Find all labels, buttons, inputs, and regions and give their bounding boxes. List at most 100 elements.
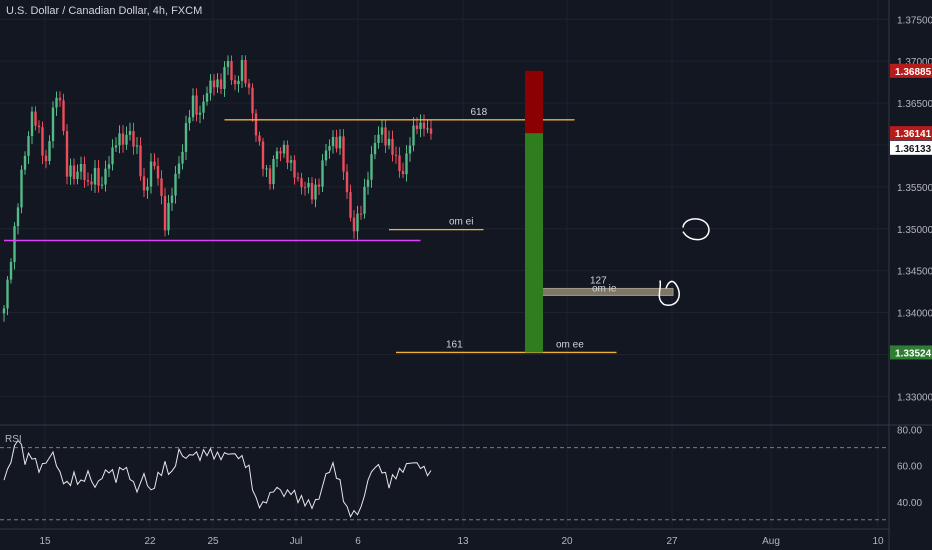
candle-body bbox=[146, 186, 149, 191]
candle-body bbox=[93, 167, 97, 185]
candle-body bbox=[114, 145, 118, 148]
time-tick-label: 27 bbox=[666, 536, 678, 547]
candle-body bbox=[212, 80, 216, 88]
candle-body bbox=[20, 169, 23, 208]
candle-body bbox=[387, 138, 391, 146]
candle-body bbox=[412, 125, 415, 146]
candle-body bbox=[2, 308, 6, 314]
candle-body bbox=[275, 151, 279, 160]
candle-body bbox=[282, 144, 286, 154]
candle-body bbox=[205, 93, 209, 102]
candle-body bbox=[170, 195, 174, 203]
candle-body bbox=[310, 182, 314, 200]
candle-body bbox=[296, 177, 300, 179]
price-tag bbox=[890, 126, 932, 141]
price-tag bbox=[890, 345, 932, 360]
time-tick-label: Aug bbox=[762, 536, 780, 547]
candle-body bbox=[132, 131, 135, 147]
candle-body bbox=[359, 213, 363, 215]
candle-body bbox=[181, 151, 184, 164]
candle-body bbox=[328, 146, 331, 151]
candle-body bbox=[331, 136, 335, 147]
candle-body bbox=[233, 80, 237, 85]
candle-body bbox=[125, 134, 128, 145]
rsi-label: RSI bbox=[5, 434, 22, 445]
time-tick-label: 15 bbox=[39, 536, 51, 547]
candle-body bbox=[79, 164, 83, 172]
price-tick-label: 1.34000 bbox=[897, 309, 932, 320]
candle-body bbox=[90, 181, 93, 185]
candle-body bbox=[216, 79, 219, 88]
candle-body bbox=[153, 161, 156, 166]
candle-body bbox=[366, 179, 370, 187]
candle-body bbox=[237, 80, 240, 85]
candle-body bbox=[195, 95, 198, 115]
candle-body bbox=[254, 113, 258, 136]
candle-body bbox=[422, 122, 426, 129]
candle-body bbox=[51, 107, 55, 142]
candle-body bbox=[55, 97, 58, 108]
om-ei-label: om ei bbox=[449, 217, 473, 228]
candle-body bbox=[349, 192, 352, 218]
position-target-zone[interactable] bbox=[525, 133, 543, 353]
position-stop-zone[interactable] bbox=[525, 70, 543, 134]
candle-body bbox=[149, 161, 153, 187]
candle-body bbox=[58, 97, 62, 101]
fib-127-band-label: 127 bbox=[590, 275, 607, 286]
candle-body bbox=[426, 128, 429, 130]
rsi-tick-label: 60.00 bbox=[897, 462, 922, 473]
candle-body bbox=[401, 171, 405, 175]
candle-body bbox=[223, 67, 226, 89]
fib-127-band-label-2: om ie bbox=[592, 283, 617, 294]
candle-body bbox=[139, 145, 142, 177]
candle-body bbox=[363, 186, 366, 214]
candle-body bbox=[156, 165, 160, 179]
circle-drawing[interactable] bbox=[658, 280, 680, 306]
time-tick-label: 10 bbox=[872, 536, 884, 547]
candle-body bbox=[97, 167, 100, 186]
candlestick-series bbox=[2, 55, 433, 322]
time-tick-label: 13 bbox=[457, 536, 469, 547]
candle-body bbox=[104, 168, 107, 185]
candle-body bbox=[317, 184, 321, 187]
candle-body bbox=[429, 128, 433, 134]
candle-body bbox=[408, 145, 412, 154]
candle-body bbox=[13, 226, 16, 263]
time-tick-label: 6 bbox=[355, 536, 361, 547]
circle-drawing[interactable] bbox=[682, 218, 710, 241]
candle-body bbox=[324, 150, 328, 161]
candle-body bbox=[405, 153, 408, 175]
candle-body bbox=[9, 262, 13, 280]
price-tick-label: 1.37000 bbox=[897, 57, 932, 68]
candle-body bbox=[219, 79, 223, 89]
candle-body bbox=[268, 168, 272, 185]
price-tag-label: 1.36885 bbox=[895, 67, 932, 78]
candle-body bbox=[415, 125, 419, 130]
candle-body bbox=[16, 207, 20, 227]
rsi-series bbox=[0, 439, 889, 521]
candle-body bbox=[272, 159, 275, 185]
candle-body bbox=[265, 168, 268, 170]
candle-body bbox=[167, 202, 170, 231]
candle-body bbox=[23, 155, 27, 170]
candle-body bbox=[69, 165, 72, 177]
candle-body bbox=[86, 180, 90, 182]
candle-body bbox=[184, 123, 188, 152]
price-tag-label: 1.33524 bbox=[895, 348, 932, 359]
candle-body bbox=[230, 61, 233, 81]
fib-618-label: 618 bbox=[471, 107, 488, 118]
axes: 1.375001.370001.365001.360001.355001.350… bbox=[39, 15, 932, 547]
candle-body bbox=[240, 59, 244, 81]
rsi-line bbox=[3, 439, 432, 519]
candle-body bbox=[191, 95, 195, 118]
candle-body bbox=[44, 155, 48, 162]
price-tick-label: 1.35000 bbox=[897, 225, 932, 236]
price-tick-label: 1.33000 bbox=[897, 392, 932, 403]
candle-body bbox=[226, 61, 230, 68]
price-tag bbox=[890, 63, 932, 78]
candle-body bbox=[30, 111, 34, 137]
candle-body bbox=[335, 136, 338, 149]
